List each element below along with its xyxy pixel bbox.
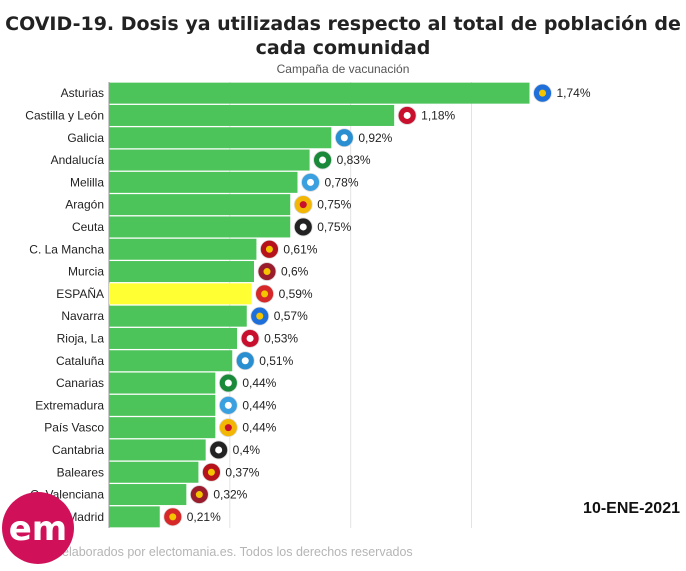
category-label: Galicia [67,131,104,145]
galicia-flag-icon [334,128,354,148]
bar [109,461,199,483]
category-label: ESPAÑA [56,287,104,301]
value-label: 0,75% [317,220,351,234]
category-label: Melilla [70,175,104,189]
andalucia-flag-icon [313,150,332,170]
cataluna-flag-icon [235,351,255,371]
bar [109,394,216,416]
category-label: Cataluña [56,354,104,368]
category-label: Navarra [61,309,104,323]
madrid-flag-icon [163,507,183,527]
category-label: Baleares [57,465,104,479]
category-label: C. La Mancha [29,242,104,256]
category-label: Asturias [61,86,104,100]
value-label: 0,6% [281,265,309,279]
category-label: Cantabria [52,443,104,457]
value-label: 1,18% [421,108,455,122]
baleares-flag-icon [202,462,221,482]
category-label: País Vasco [44,421,104,435]
bar [109,417,216,439]
value-label: 0,75% [317,198,351,212]
category-label: Canarias [56,376,104,390]
value-label: 0,78% [325,175,359,189]
bar [109,104,395,126]
value-label: 1,74% [557,86,591,100]
castilla-la-mancha-flag-icon [260,239,279,259]
murcia-flag-icon [257,262,277,281]
bar [109,261,254,283]
value-label: 0,57% [274,309,308,323]
logo-text: em [9,509,68,549]
bar [109,171,298,193]
pais-vasco-flag-icon [218,418,238,438]
valenciana-flag-icon [189,485,209,504]
value-label: 0,92% [358,131,392,145]
value-label: 0,44% [242,398,276,412]
bar [109,238,257,260]
melilla-flag-icon [301,172,320,192]
ceuta-flag-icon [293,217,313,237]
electomania-logo: em [2,492,74,564]
la-rioja-flag-icon [240,329,260,348]
value-label: 0,53% [264,331,298,345]
bar [109,305,247,327]
category-label: Rioja, La [57,331,105,345]
bar [109,372,216,394]
spain-flag-icon [255,284,274,304]
canarias-flag-icon [218,373,238,393]
castilla-leon-flag-icon [397,106,417,125]
value-label: 0,32% [213,488,247,502]
chart-subtitle: Campaña de vacunación [276,62,410,76]
date-label: 10-ENE-2021 [583,500,680,517]
footer-credit: Gráficos elaborados por electomania.es. … [12,545,413,559]
value-label: 0,44% [242,421,276,435]
navarra-flag-icon [250,306,270,326]
chart-title: COVID-19. Dosis ya utilizadas respecto a… [5,13,681,59]
category-label: Murcia [68,265,104,279]
value-label: 0,83% [337,153,371,167]
value-label: 0,51% [259,354,293,368]
bar-highlight [109,283,252,305]
value-label: 0,61% [283,242,317,256]
bar [109,484,187,506]
extremadura-flag-icon [218,395,238,415]
category-label: Extremadura [35,398,104,412]
value-label: 0,21% [187,510,221,524]
category-label: Madrid [67,510,104,524]
asturias-flag-icon [533,83,552,103]
bar [109,194,291,216]
category-label: Aragón [65,198,104,212]
bar [109,327,238,349]
bar [109,506,160,528]
value-label: 0,59% [279,287,313,301]
category-label: Andalucía [51,153,105,167]
bar [109,149,310,171]
bar [109,439,206,461]
bar [109,82,530,104]
value-label: 0,44% [242,376,276,390]
bar [109,127,332,149]
category-label: Ceuta [72,220,104,234]
cantabria-flag-icon [209,440,229,460]
category-label: Castilla y León [25,108,104,122]
bar [109,216,291,238]
value-label: 0,4% [233,443,261,457]
bar [109,350,233,372]
aragon-flag-icon [293,195,313,215]
value-label: 0,37% [225,465,259,479]
